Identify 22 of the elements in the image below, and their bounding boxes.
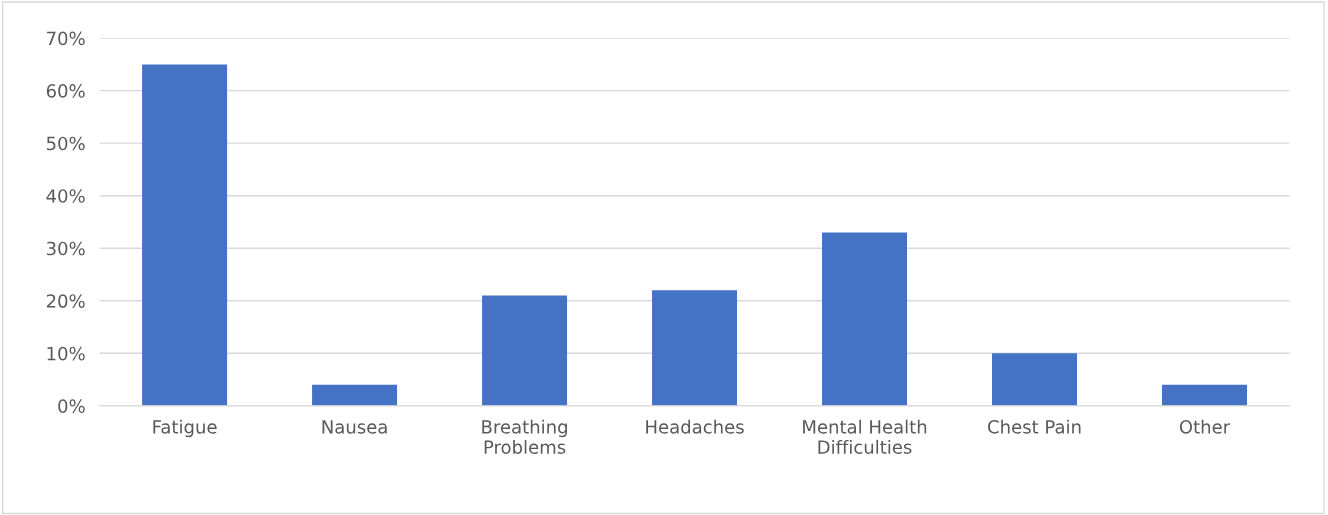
x-tick-label: Mental Health Difficulties <box>803 419 927 454</box>
x-tick-label: Headaches <box>646 419 744 434</box>
bar <box>142 64 228 406</box>
x-tick-label: Other <box>1179 419 1231 434</box>
bar <box>312 384 398 406</box>
y-tick-label: 40% <box>46 189 85 203</box>
y-tick-label: 20% <box>46 294 85 308</box>
y-tick-label: 10% <box>47 346 85 361</box>
x-tick-label: Nausea <box>322 420 387 434</box>
y-tick-label: 30% <box>46 241 85 256</box>
x-tick-label: Fatigue <box>153 419 217 438</box>
x-tick-label: Breathing Problems <box>482 419 567 454</box>
bar <box>482 295 568 406</box>
y-tick-label: 60% <box>46 84 85 98</box>
y-tick-label: 50% <box>46 136 85 151</box>
y-tick-label: 70% <box>47 31 85 46</box>
bar <box>652 290 738 406</box>
bar <box>822 232 908 406</box>
bar <box>1162 384 1247 406</box>
y-tick-label: 0% <box>58 399 85 413</box>
bar <box>992 353 1078 406</box>
x-tick-label: Chest Pain <box>988 419 1081 434</box>
